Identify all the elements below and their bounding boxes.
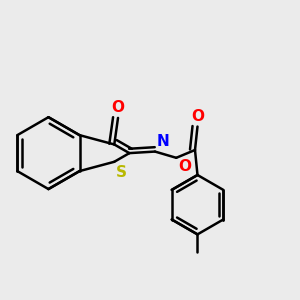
Text: N: N <box>157 134 169 149</box>
Text: O: O <box>191 109 204 124</box>
Text: O: O <box>178 159 191 174</box>
Text: O: O <box>112 100 124 116</box>
Text: S: S <box>116 165 127 180</box>
